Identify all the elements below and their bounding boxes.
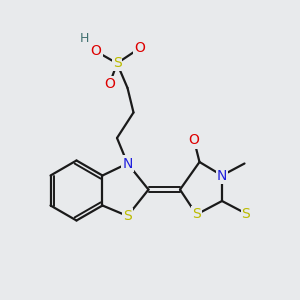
Text: S: S xyxy=(242,207,250,220)
Text: N: N xyxy=(217,169,227,182)
Text: O: O xyxy=(91,44,101,58)
Text: S: S xyxy=(192,208,201,221)
Text: S: S xyxy=(123,209,132,223)
Text: H: H xyxy=(80,32,89,45)
Text: S: S xyxy=(112,56,122,70)
Text: O: O xyxy=(189,134,200,147)
Text: O: O xyxy=(104,77,115,91)
Text: O: O xyxy=(134,41,145,55)
Text: N: N xyxy=(122,157,133,170)
